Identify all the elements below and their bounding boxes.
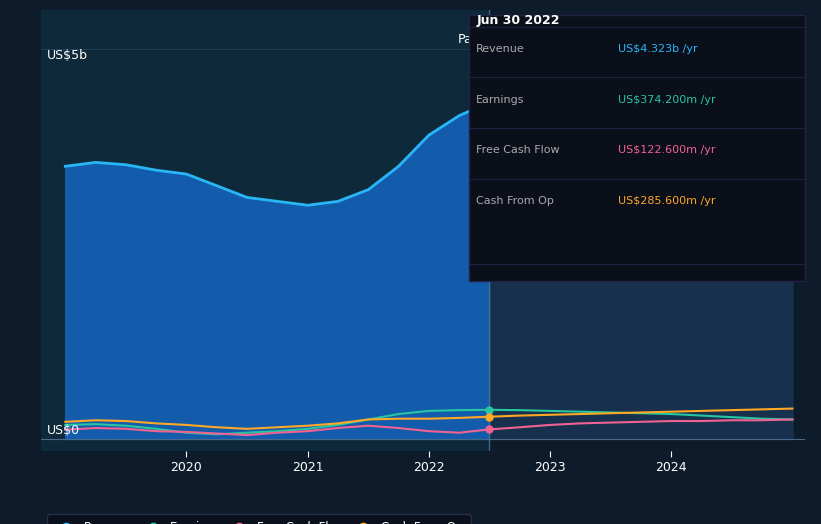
Text: Jun 30 2022: Jun 30 2022 xyxy=(476,14,560,27)
Text: Earnings: Earnings xyxy=(476,95,525,105)
Text: US$285.600m /yr: US$285.600m /yr xyxy=(617,196,715,206)
Text: US$0: US$0 xyxy=(47,424,80,438)
Text: Revenue: Revenue xyxy=(476,44,525,54)
FancyBboxPatch shape xyxy=(469,15,805,281)
Text: US$122.600m /yr: US$122.600m /yr xyxy=(617,146,715,156)
Text: Free Cash Flow: Free Cash Flow xyxy=(476,146,560,156)
Text: US$374.200m /yr: US$374.200m /yr xyxy=(617,95,715,105)
Legend: Revenue, Earnings, Free Cash Flow, Cash From Op: Revenue, Earnings, Free Cash Flow, Cash … xyxy=(47,515,470,524)
Bar xyxy=(489,10,805,451)
Text: Cash From Op: Cash From Op xyxy=(476,196,554,206)
Text: Past: Past xyxy=(457,32,484,46)
Bar xyxy=(41,10,489,451)
Text: Analysts Forecasts: Analysts Forecasts xyxy=(496,32,612,46)
Text: US$4.323b /yr: US$4.323b /yr xyxy=(617,44,697,54)
Text: US$5b: US$5b xyxy=(47,49,88,62)
